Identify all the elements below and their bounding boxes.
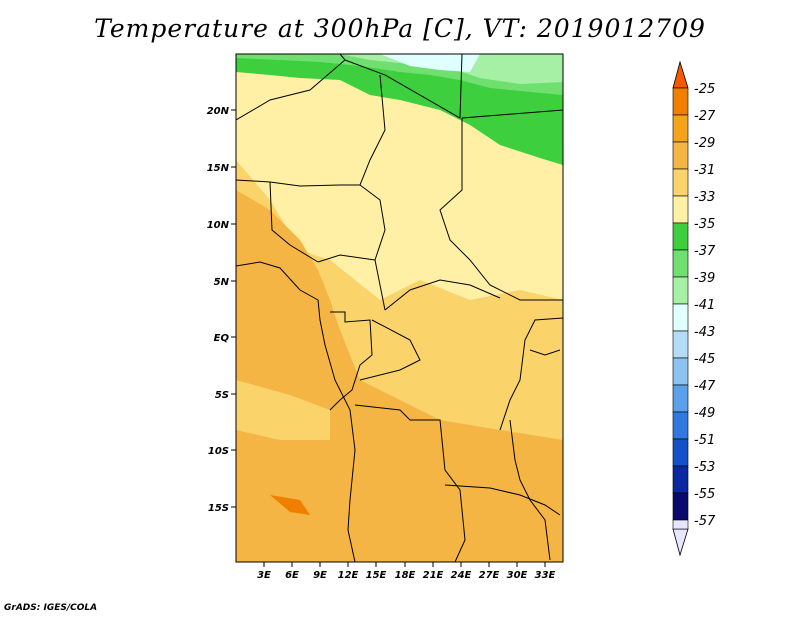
latitude-axis: 20N 15N 10N 5N EQ 5S 10S 15S xyxy=(207,106,236,514)
lat-label: 15S xyxy=(208,503,229,514)
colorbar-label: -25 xyxy=(694,82,715,97)
lon-label: 12E xyxy=(338,570,359,581)
colorbar-label: -49 xyxy=(694,406,715,421)
colorbar-swatch xyxy=(672,519,689,530)
colorbar-swatch xyxy=(672,330,689,359)
colorbar-swatch xyxy=(672,357,689,386)
colorbar-label: -33 xyxy=(694,190,715,205)
colorbar-label: -45 xyxy=(694,352,715,367)
colorbar-label: -37 xyxy=(694,244,716,259)
map-panel xyxy=(235,53,564,563)
colorbar-label: -43 xyxy=(694,325,715,340)
lon-label: 15E xyxy=(366,570,387,581)
lat-label: 15N xyxy=(207,163,230,174)
lon-label: 18E xyxy=(395,570,416,581)
field-dark-orange xyxy=(236,190,563,562)
lon-label: 21E xyxy=(423,570,444,581)
colorbar-label: -35 xyxy=(694,217,715,232)
lon-label: 27E xyxy=(479,570,500,581)
field-orange-spot xyxy=(270,495,310,515)
colorbar-label: -51 xyxy=(694,433,715,448)
lon-label: 33E xyxy=(535,570,556,581)
colorbar-swatch xyxy=(672,168,689,197)
colorbar-swatch xyxy=(672,492,689,521)
lon-label: 6E xyxy=(285,570,299,581)
lat-label: 5N xyxy=(214,277,230,288)
field-cyan xyxy=(380,54,480,72)
map-frame xyxy=(235,53,564,563)
colorbar-swatch xyxy=(672,276,689,305)
field-patch-west xyxy=(236,380,330,440)
colorbar-label: -31 xyxy=(694,163,715,178)
lon-label: 9E xyxy=(313,570,327,581)
colorbar-swatch xyxy=(672,114,689,143)
map-title: Temperature at 300hPa [C], VT: 201901270… xyxy=(94,14,706,43)
colorbar-swatch xyxy=(672,141,689,170)
colorbar-swatch xyxy=(672,465,689,494)
colorbar-label: -57 xyxy=(694,514,716,529)
lat-label: 20N xyxy=(207,106,230,117)
colorbar-swatch xyxy=(672,87,689,116)
colorbar-label: -27 xyxy=(694,109,716,124)
field-green-light xyxy=(340,54,563,84)
colorbar-swatch xyxy=(672,195,689,224)
grads-credit: GrADS: IGES/COLA xyxy=(4,603,98,613)
lat-label: 10N xyxy=(207,220,230,231)
lon-label: 24E xyxy=(451,570,472,581)
colorbar-label: -47 xyxy=(694,379,716,394)
country-borders xyxy=(236,54,563,562)
colorbar-label: -55 xyxy=(694,487,715,502)
colorbar-swatch xyxy=(672,249,689,278)
colorbar-swatch xyxy=(672,222,689,251)
colorbar-label: -53 xyxy=(694,460,715,475)
colorbar-swatch xyxy=(672,438,689,467)
colorbar-swatch xyxy=(672,384,689,413)
lon-label: 30E xyxy=(507,570,528,581)
longitude-axis: 3E 6E 9E 12E 15E 18E 21E 24E 27E 30E 33E xyxy=(257,562,556,581)
colorbar-label: -29 xyxy=(694,136,715,151)
lon-label: 3E xyxy=(257,570,271,581)
colorbar: -25 -27 -29 -31 -33 -35 -37 -39 -41 -43 … xyxy=(672,60,716,557)
colorbar-swatch xyxy=(672,411,689,440)
colorbar-label: -41 xyxy=(694,298,715,313)
lat-label: 5S xyxy=(215,390,229,401)
colorbar-top-arrow xyxy=(672,60,689,89)
lat-label: EQ xyxy=(214,333,230,344)
lat-label: 10S xyxy=(208,446,229,457)
colorbar-label: -39 xyxy=(694,271,715,286)
colorbar-swatch xyxy=(672,303,689,332)
colorbar-bottom-arrow xyxy=(672,528,689,557)
